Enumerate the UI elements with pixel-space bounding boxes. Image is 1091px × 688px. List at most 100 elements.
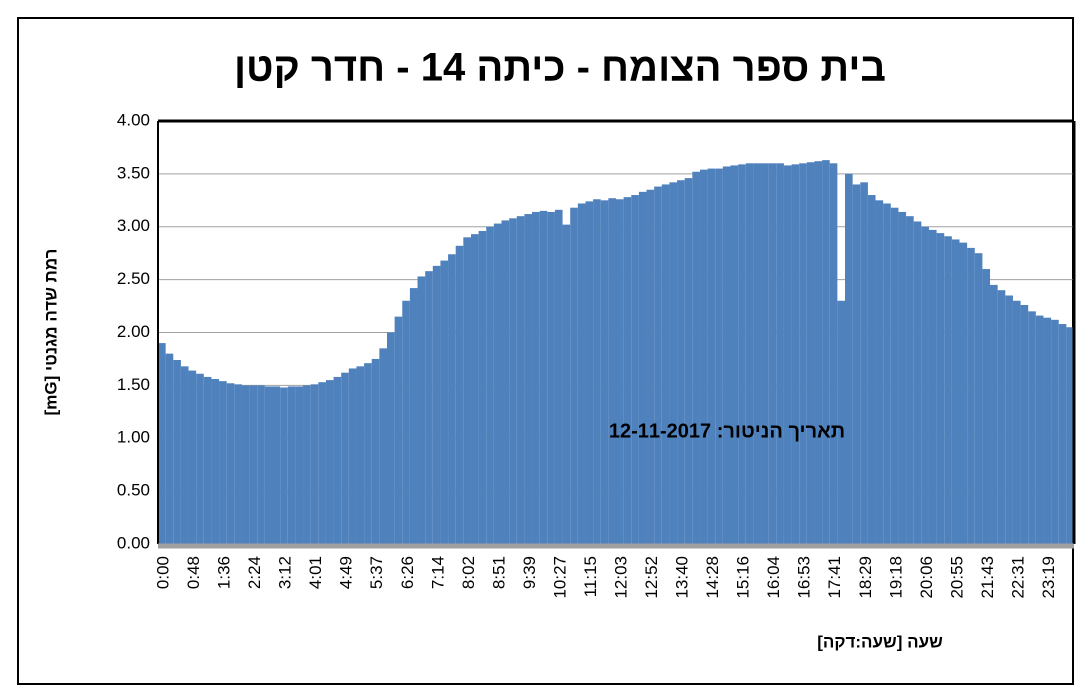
bar bbox=[990, 284, 998, 544]
x-tick-label: 5:37 bbox=[367, 556, 386, 589]
bar bbox=[532, 211, 540, 544]
x-tick-label: 0:00 bbox=[153, 556, 172, 589]
bar bbox=[936, 233, 945, 544]
y-tick-label: 0.00 bbox=[117, 533, 150, 552]
bar bbox=[661, 184, 670, 544]
bar bbox=[402, 300, 410, 544]
y-axis-title: רמת שדה מגנטי [mG] bbox=[41, 249, 60, 416]
x-tick-label: 23:19 bbox=[1039, 556, 1058, 599]
bar bbox=[257, 385, 265, 544]
bar bbox=[409, 288, 418, 544]
bar bbox=[448, 254, 456, 544]
bar bbox=[417, 276, 426, 544]
x-tick-label: 10:27 bbox=[550, 556, 569, 599]
bar bbox=[501, 220, 510, 544]
bar bbox=[837, 300, 845, 544]
x-tick-label: 8:51 bbox=[489, 556, 508, 589]
bar bbox=[577, 203, 586, 545]
bar bbox=[333, 376, 342, 544]
bar bbox=[699, 169, 708, 544]
bar bbox=[631, 195, 639, 544]
bar bbox=[623, 197, 632, 544]
bar bbox=[654, 186, 662, 544]
bar bbox=[165, 353, 174, 544]
bar bbox=[913, 221, 922, 544]
bar bbox=[356, 366, 365, 544]
bar bbox=[745, 163, 754, 545]
x-tick-label: 1:36 bbox=[215, 556, 234, 589]
bar bbox=[470, 234, 479, 544]
bar bbox=[478, 230, 487, 545]
bar bbox=[967, 247, 975, 544]
y-tick-label: 1.50 bbox=[117, 375, 150, 394]
x-tick-label: 16:53 bbox=[795, 556, 814, 599]
x-tick-label: 19:18 bbox=[886, 556, 905, 599]
bar bbox=[493, 223, 502, 544]
bar bbox=[310, 384, 319, 544]
x-tick-label: 7:14 bbox=[428, 556, 447, 589]
bar bbox=[1020, 305, 1029, 544]
bar bbox=[722, 166, 731, 544]
bar bbox=[180, 366, 189, 544]
bar bbox=[997, 290, 1006, 544]
annotation: תאריך הניטור: 12-11-2017 bbox=[609, 420, 845, 442]
x-tick-label: 0:48 bbox=[184, 556, 203, 589]
bar bbox=[585, 201, 594, 544]
bar bbox=[890, 207, 899, 544]
bar bbox=[738, 164, 746, 545]
bar bbox=[959, 242, 968, 545]
x-tick-label: 9:39 bbox=[520, 556, 539, 589]
x-tick-label: 18:29 bbox=[856, 556, 875, 599]
y-tick-label: 2.50 bbox=[117, 269, 150, 288]
bar bbox=[562, 224, 571, 544]
bar bbox=[1028, 311, 1036, 544]
x-tick-label: 13:40 bbox=[673, 556, 692, 599]
bar bbox=[715, 168, 723, 544]
bar bbox=[432, 265, 441, 544]
x-tick-label: 21:43 bbox=[978, 556, 997, 599]
bar bbox=[616, 199, 624, 544]
bar bbox=[600, 200, 609, 544]
bar bbox=[440, 260, 449, 544]
bar bbox=[768, 163, 777, 545]
bar bbox=[524, 214, 533, 544]
bar bbox=[234, 384, 242, 544]
bar bbox=[593, 199, 601, 544]
x-tick-label: 4:01 bbox=[306, 556, 325, 589]
y-tick-label: 3.00 bbox=[117, 216, 150, 235]
bar bbox=[692, 171, 700, 544]
bar bbox=[1043, 317, 1052, 544]
x-tick-label: 6:26 bbox=[398, 556, 417, 589]
bar bbox=[829, 163, 838, 545]
bar bbox=[608, 198, 616, 544]
bar bbox=[730, 165, 739, 545]
bar bbox=[303, 385, 311, 544]
bar bbox=[280, 387, 288, 544]
x-tick-label: 22:31 bbox=[1008, 556, 1027, 599]
bar bbox=[928, 229, 937, 545]
bar bbox=[638, 191, 647, 545]
bar bbox=[509, 218, 517, 545]
bar bbox=[906, 216, 914, 545]
bar bbox=[463, 237, 471, 544]
bar bbox=[249, 385, 258, 544]
x-tick-label: 3:12 bbox=[276, 556, 295, 589]
bar bbox=[1058, 324, 1067, 544]
bar bbox=[196, 373, 204, 544]
bar bbox=[371, 358, 380, 544]
bar bbox=[669, 182, 678, 544]
bar bbox=[387, 332, 395, 544]
bar bbox=[1066, 327, 1074, 544]
x-tick-label: 20:06 bbox=[917, 556, 936, 599]
bar bbox=[806, 162, 815, 544]
x-tick-label: 4:49 bbox=[337, 556, 356, 589]
bar bbox=[547, 211, 555, 544]
bar bbox=[822, 160, 830, 544]
bar bbox=[852, 184, 861, 544]
bar bbox=[570, 207, 578, 544]
bar bbox=[554, 209, 563, 544]
x-tick-label: 12:52 bbox=[642, 556, 661, 599]
bar bbox=[860, 182, 868, 544]
x-tick-label: 12:03 bbox=[611, 556, 630, 599]
